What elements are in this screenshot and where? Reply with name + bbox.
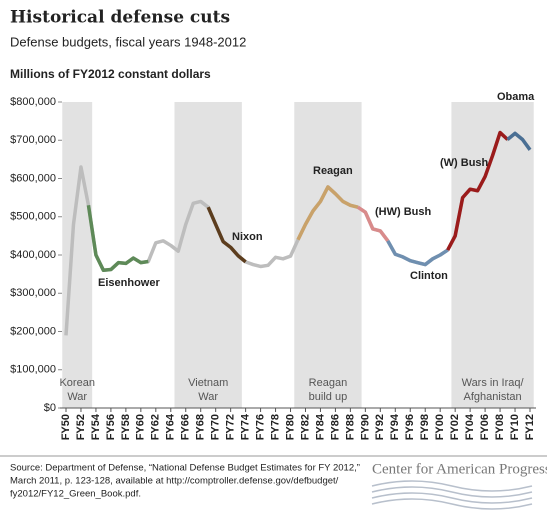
x-tick-label: FY72 <box>225 414 237 440</box>
line-segment <box>356 205 390 242</box>
x-tick-label: FY52 <box>75 414 87 440</box>
x-tick-label: FY84 <box>314 413 326 440</box>
x-tick-label: FY78 <box>269 414 281 440</box>
x-tick-label: FY66 <box>180 414 192 440</box>
x-tick-label: FY02 <box>449 414 461 440</box>
x-tick-label: FY96 <box>404 414 416 440</box>
logo-text: Center for American Progress <box>372 461 547 477</box>
source-text: Source: Department of Defense, “National… <box>10 463 360 474</box>
x-tick-label: FY62 <box>150 414 162 440</box>
x-tick-label: FY76 <box>254 414 266 440</box>
x-tick-label: FY68 <box>195 414 207 440</box>
x-tick-label: FY80 <box>284 414 296 440</box>
war-band <box>174 102 242 408</box>
line-segment <box>446 130 509 251</box>
y-tick-label: $600,000 <box>10 172 56 184</box>
band-label: Afghanistan <box>464 391 522 403</box>
x-tick-label: FY90 <box>359 414 371 440</box>
band-label: Vietnam <box>188 377 228 389</box>
y-tick-label: $500,000 <box>10 211 56 223</box>
y-tick-label: $200,000 <box>10 325 56 337</box>
y-axis-label: Millions of FY2012 constant dollars <box>10 67 211 81</box>
band-label: Wars in Iraq/ <box>462 377 525 389</box>
source-text: fy2012/FY12_Green_Book.pdf. <box>10 489 141 500</box>
x-tick-label: FY12 <box>524 414 536 440</box>
segment-label: Clinton <box>410 270 448 282</box>
war-band <box>294 102 362 408</box>
band-label: War <box>198 391 218 403</box>
x-tick-label: FY88 <box>344 414 356 440</box>
y-tick-label: $100,000 <box>10 364 56 376</box>
y-tick-label: $400,000 <box>10 249 56 261</box>
x-tick-label: FY70 <box>210 414 222 440</box>
y-tick-label: $700,000 <box>10 134 56 146</box>
x-tick-label: FY00 <box>434 414 446 440</box>
x-tick-label: FY06 <box>479 414 491 440</box>
band-label: Reagan <box>309 377 348 389</box>
x-tick-label: FY04 <box>464 413 476 440</box>
x-tick-label: FY82 <box>299 414 311 440</box>
x-tick-label: FY08 <box>494 414 506 440</box>
band-label: Korean <box>59 377 94 389</box>
segment-label: Eisenhower <box>98 277 160 289</box>
band-label: build up <box>309 391 348 403</box>
source-text: March 2011, p. 123-128, available at htt… <box>10 476 339 487</box>
logo-flag <box>371 480 533 510</box>
chart-subtitle: Defense budgets, fiscal years 1948-2012 <box>10 34 246 49</box>
x-tick-label: FY10 <box>509 414 521 440</box>
segment-label: Nixon <box>232 231 263 243</box>
y-tick-label: $300,000 <box>10 287 56 299</box>
war-band <box>451 102 534 408</box>
segment-label: Obama <box>497 91 535 103</box>
line-segment <box>386 239 449 267</box>
segment-label: (W) Bush <box>440 157 489 169</box>
line-segment <box>296 185 359 241</box>
segment-label: Reagan <box>313 165 353 177</box>
x-tick-label: FY60 <box>135 414 147 440</box>
x-tick-label: FY58 <box>120 414 132 440</box>
band-label: War <box>67 391 87 403</box>
y-tick-label: $800,000 <box>10 96 56 108</box>
line-segment <box>206 206 247 264</box>
war-band <box>62 102 93 408</box>
line-segment <box>506 131 532 151</box>
x-tick-label: FY86 <box>329 414 341 440</box>
y-tick-label: $0 <box>44 402 56 414</box>
x-tick-label: FY98 <box>419 414 431 440</box>
segment-label: (HW) Bush <box>375 206 431 218</box>
x-tick-label: FY64 <box>165 413 177 440</box>
x-tick-label: FY50 <box>60 414 72 440</box>
x-tick-label: FY54 <box>90 413 102 440</box>
x-tick-label: FY56 <box>105 414 117 440</box>
x-tick-label: FY92 <box>374 414 386 440</box>
chart-title: Historical defense cuts <box>10 8 230 28</box>
x-tick-label: FY74 <box>240 413 252 440</box>
line-segment <box>86 205 149 273</box>
x-tick-label: FY94 <box>389 413 401 440</box>
